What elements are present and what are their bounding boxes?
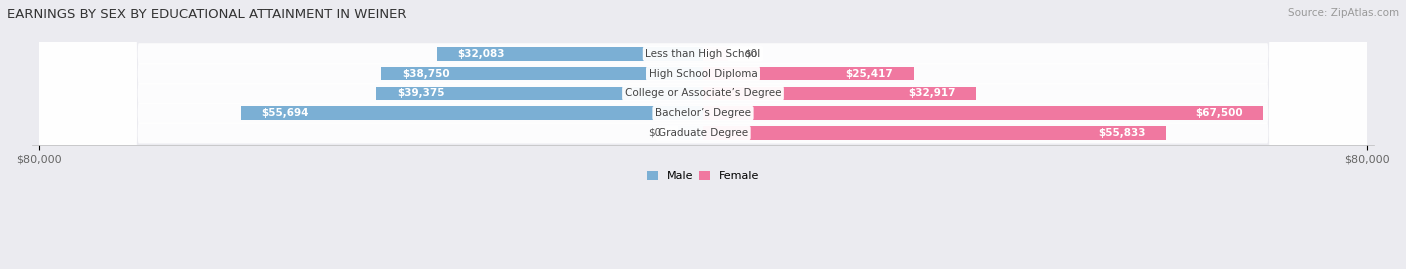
Bar [437, 47, 703, 61]
FancyBboxPatch shape [39, 0, 1367, 269]
Text: EARNINGS BY SEX BY EDUCATIONAL ATTAINMENT IN WEINER: EARNINGS BY SEX BY EDUCATIONAL ATTAINMEN… [7, 8, 406, 21]
FancyBboxPatch shape [39, 0, 1367, 269]
FancyBboxPatch shape [39, 0, 1367, 269]
Bar [377, 87, 703, 100]
Bar [678, 126, 703, 140]
Text: College or Associate’s Degree: College or Associate’s Degree [624, 88, 782, 98]
Bar [240, 107, 703, 120]
Bar [703, 47, 728, 61]
Bar [703, 126, 1167, 140]
Text: Source: ZipAtlas.com: Source: ZipAtlas.com [1288, 8, 1399, 18]
Text: $55,694: $55,694 [262, 108, 309, 118]
Text: Bachelor’s Degree: Bachelor’s Degree [655, 108, 751, 118]
Bar [703, 107, 1263, 120]
Text: $0: $0 [648, 128, 661, 138]
Text: $0: $0 [745, 49, 758, 59]
Text: $39,375: $39,375 [396, 88, 444, 98]
Text: $32,083: $32,083 [457, 49, 505, 59]
Text: Less than High School: Less than High School [645, 49, 761, 59]
Bar [381, 67, 703, 80]
Legend: Male, Female: Male, Female [643, 166, 763, 186]
Text: $25,417: $25,417 [845, 69, 893, 79]
Text: $55,833: $55,833 [1098, 128, 1146, 138]
Text: $38,750: $38,750 [402, 69, 450, 79]
Text: High School Diploma: High School Diploma [648, 69, 758, 79]
FancyBboxPatch shape [39, 0, 1367, 269]
Bar [703, 87, 976, 100]
Bar [703, 67, 914, 80]
Text: $32,917: $32,917 [908, 88, 956, 98]
Text: Graduate Degree: Graduate Degree [658, 128, 748, 138]
Text: $67,500: $67,500 [1195, 108, 1243, 118]
FancyBboxPatch shape [39, 0, 1367, 269]
